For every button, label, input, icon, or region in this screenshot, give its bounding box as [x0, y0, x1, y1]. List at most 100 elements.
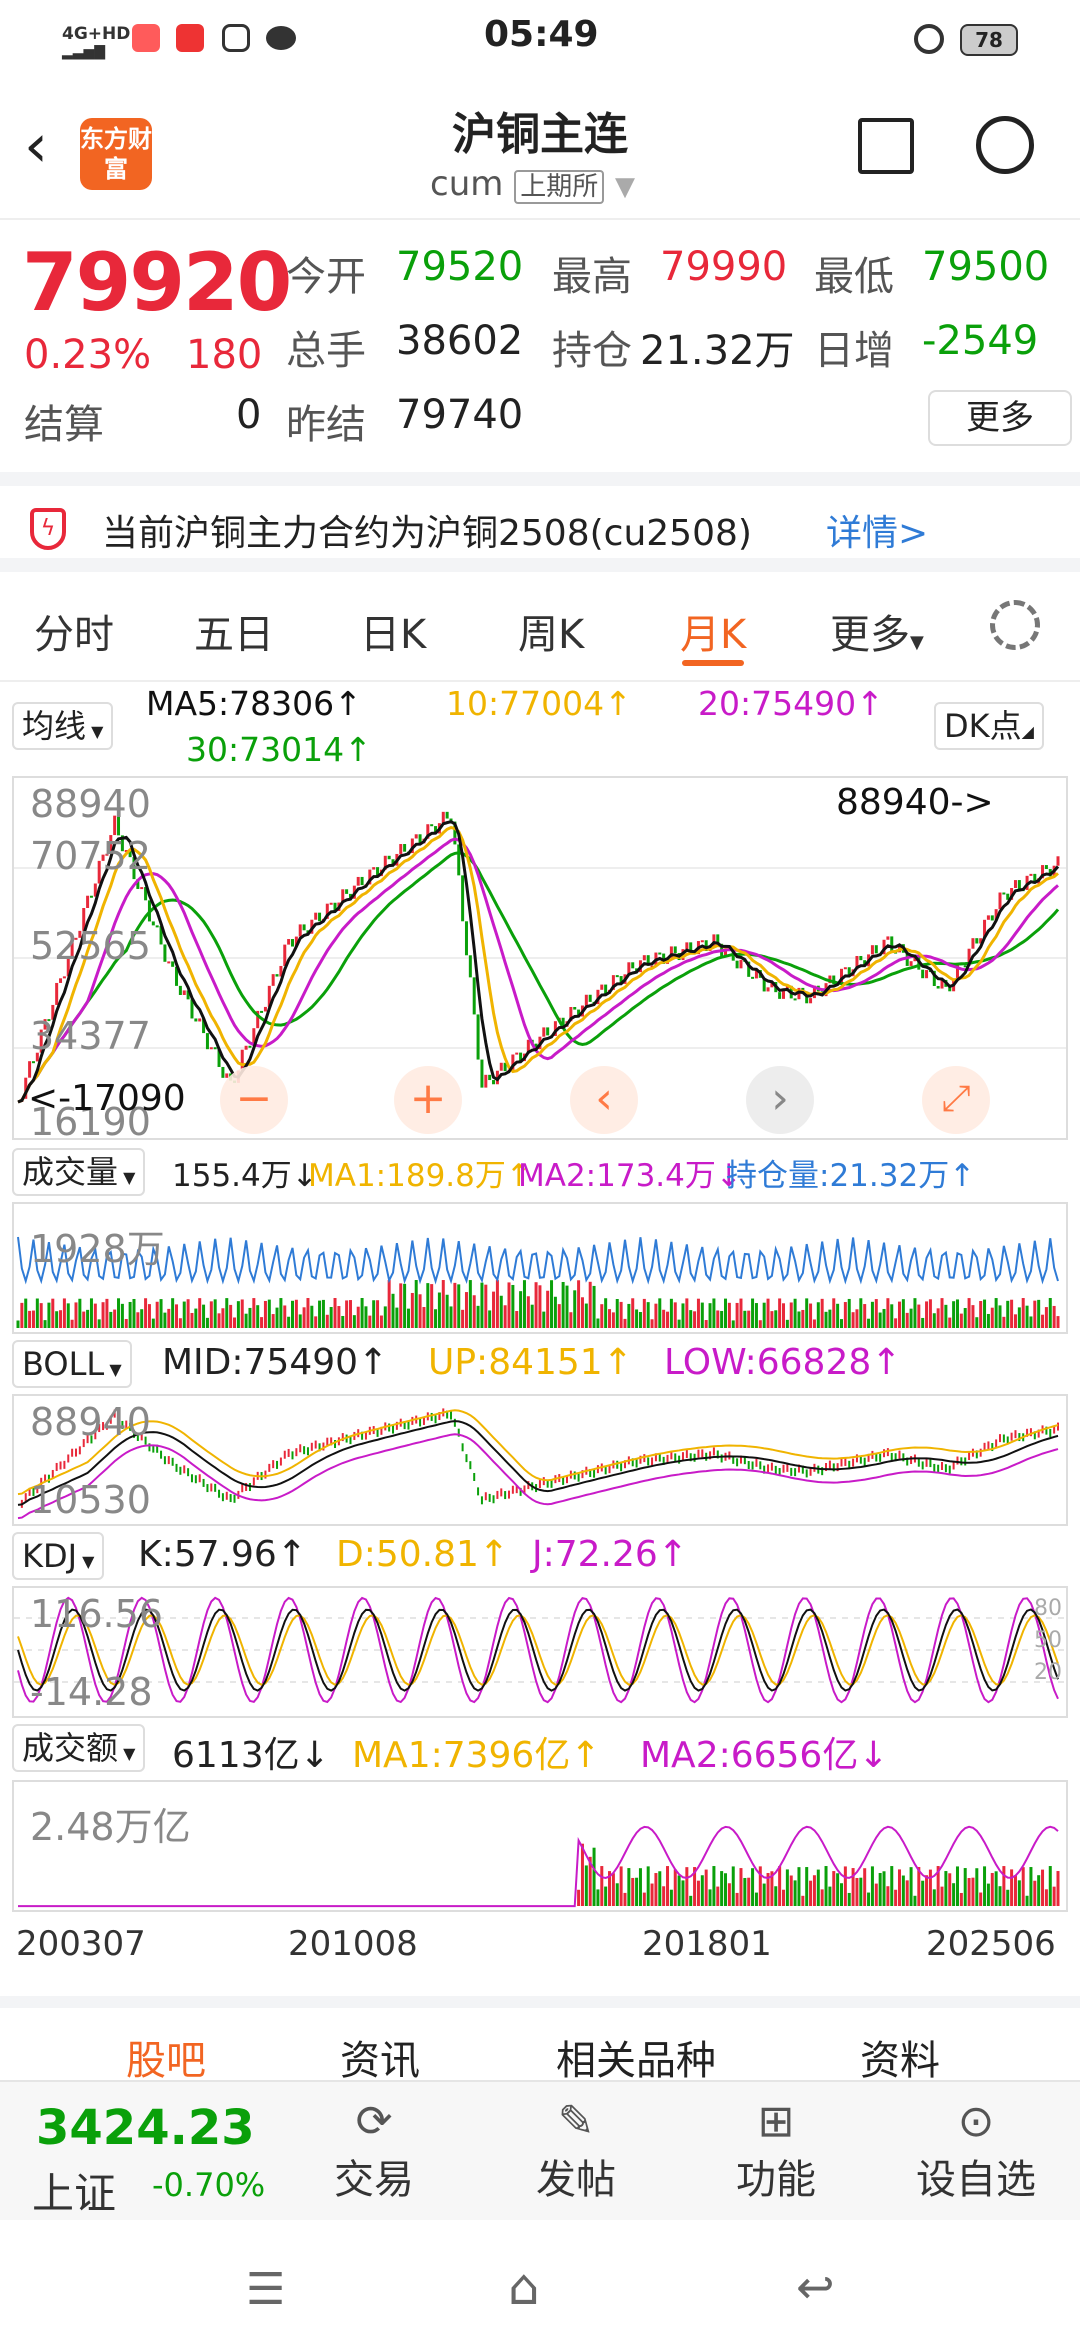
boll-candle [828, 1460, 831, 1469]
tab-profile[interactable]: 资料 [860, 2038, 940, 2084]
more-button[interactable]: 更多 [928, 390, 1072, 446]
back-icon[interactable]: ‹ [24, 111, 48, 181]
tab-intraday[interactable]: 分时 [34, 612, 114, 658]
post-button[interactable]: ✎ 发帖 [506, 2096, 646, 2205]
candle [225, 1073, 229, 1078]
index-ticker[interactable]: 3424.23 上证 -0.70% [0, 2082, 300, 2222]
boll-candle [596, 1465, 599, 1474]
boll-candle [550, 1479, 553, 1488]
candle [1041, 865, 1045, 879]
volume-value: 155.4万↓ [172, 1158, 318, 1194]
indicator-select-kdj[interactable]: KDJ ▼ [12, 1532, 105, 1580]
indicator-select-amount[interactable]: 成交额 ▼ [12, 1724, 146, 1772]
bar [793, 1880, 797, 1906]
candle [151, 921, 155, 926]
boll-candle [790, 1467, 793, 1476]
bar [839, 1319, 843, 1328]
tab-more[interactable]: 更多▼ [830, 612, 924, 658]
index-value: 3424.23 [36, 2100, 255, 2156]
boll-candle [322, 1442, 325, 1451]
bar [171, 1298, 175, 1328]
indicator-select-ma[interactable]: 均线 ▼ [12, 702, 114, 750]
boll-candle [875, 1453, 878, 1462]
bar [600, 1866, 604, 1906]
bar [565, 1285, 569, 1328]
tab-related[interactable]: 相关品种 [556, 2038, 716, 2084]
bar [751, 1298, 755, 1328]
bar [955, 1299, 959, 1328]
candle [464, 921, 468, 956]
notice-detail-link[interactable]: 详情> [826, 513, 929, 554]
bar [782, 1889, 786, 1906]
zoom-in-button[interactable]: + [394, 1066, 462, 1134]
bar [681, 1303, 685, 1328]
boll-candle [144, 1436, 147, 1445]
bar [685, 1298, 689, 1328]
bar [314, 1316, 318, 1328]
bar [720, 1871, 724, 1906]
tab-daily-k[interactable]: 日K [360, 612, 427, 658]
dk-point-button[interactable]: DK点◢ [934, 702, 1044, 750]
tab-news[interactable]: 资讯 [340, 2038, 420, 2084]
search-icon[interactable] [976, 116, 1034, 174]
indicator-select-volume[interactable]: 成交量 ▼ [12, 1148, 146, 1196]
boll-candle [883, 1449, 886, 1458]
tab-forum[interactable]: 股吧 [126, 2038, 206, 2084]
bar [437, 1292, 441, 1328]
boll-candle [925, 1458, 928, 1467]
bar [213, 1299, 217, 1328]
menu-icon[interactable]: ☰ [246, 2264, 286, 2315]
boll-candle [1018, 1433, 1021, 1442]
bar [642, 1892, 646, 1906]
boll-candle [175, 1463, 178, 1472]
kdj-plot [14, 1596, 1066, 1704]
trade-button[interactable]: ⟳ 交易 [304, 2096, 444, 2205]
tab-weekly-k[interactable]: 周K [518, 612, 585, 658]
functions-button[interactable]: ⊞ 功能 [706, 2096, 846, 2205]
bar [944, 1871, 948, 1906]
bar [275, 1307, 279, 1328]
bar [913, 1298, 917, 1328]
boll-candle [751, 1461, 754, 1470]
volume-value: 38602 [396, 318, 524, 364]
k-line-chart[interactable]: 88940 70752 52565 34377 16190 88940-> <-… [12, 776, 1068, 1144]
settings-gear-icon[interactable] [990, 600, 1040, 650]
tab-monthly-k[interactable]: 月K [680, 612, 747, 658]
back-nav-icon[interactable]: ↩ [796, 2260, 835, 2314]
boll-candle [206, 1484, 209, 1493]
share-icon[interactable] [858, 118, 914, 174]
candle [66, 956, 70, 977]
bar [797, 1311, 801, 1328]
boll-candle [55, 1462, 58, 1471]
bar [990, 1872, 994, 1906]
scroll-left-button[interactable]: ‹ [570, 1066, 638, 1134]
boll-candle [473, 1472, 476, 1481]
boll-candle [221, 1493, 224, 1502]
bar [542, 1311, 546, 1328]
bar [689, 1895, 693, 1906]
main-contract-notice[interactable]: ϟ 当前沪铜主力合约为沪铜2508(cu2508) 详情> [0, 472, 1080, 572]
bar [93, 1303, 97, 1328]
tab-five-day[interactable]: 五日 [194, 612, 274, 658]
bar [318, 1300, 322, 1328]
boll-candle [279, 1457, 282, 1466]
bar [774, 1886, 778, 1906]
indicator-select-boll[interactable]: BOLL ▼ [12, 1340, 132, 1388]
bar [793, 1298, 797, 1328]
bar [360, 1298, 364, 1328]
bar [940, 1298, 944, 1328]
home-icon[interactable]: ⌂ [508, 2258, 540, 2316]
boll-candle [581, 1470, 584, 1479]
zoom-out-button[interactable]: − [220, 1066, 288, 1134]
boll-candle [848, 1460, 851, 1469]
boll-candle [964, 1457, 967, 1466]
add-watchlist-button[interactable]: ⊙ 设自选 [906, 2096, 1046, 2205]
boll-candle [511, 1485, 514, 1494]
fullscreen-button[interactable]: ⤢ [922, 1066, 990, 1134]
candle [843, 967, 847, 970]
contract-code[interactable]: cum 上期所 ▼ [430, 164, 636, 204]
candle [383, 855, 387, 870]
boll-chart: 88940 10530 [12, 1394, 1068, 1526]
bar [812, 1319, 816, 1328]
scroll-right-button[interactable]: › [746, 1066, 814, 1134]
